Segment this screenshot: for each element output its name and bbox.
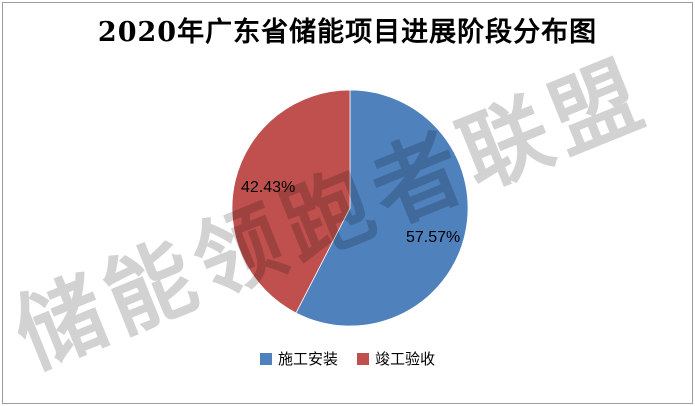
chart-title: 2020年广东省储能项目进展阶段分布图 [97,17,598,48]
legend-label-construction: 施工安装 [277,351,338,368]
pie-slice-construction [295,89,469,327]
data-label-acceptance: 42.43% [241,179,296,196]
legend: 施工安装 竣工验收 [0,348,695,369]
legend-item-construction: 施工安装 [259,348,338,369]
pie-slice-acceptance [231,89,351,314]
legend-label-acceptance: 竣工验收 [375,351,436,368]
data-label-construction: 57.57% [406,229,461,246]
legend-item-acceptance: 竣工验收 [357,348,435,369]
legend-swatch-blue [259,352,272,365]
legend-swatch-red [357,352,369,365]
